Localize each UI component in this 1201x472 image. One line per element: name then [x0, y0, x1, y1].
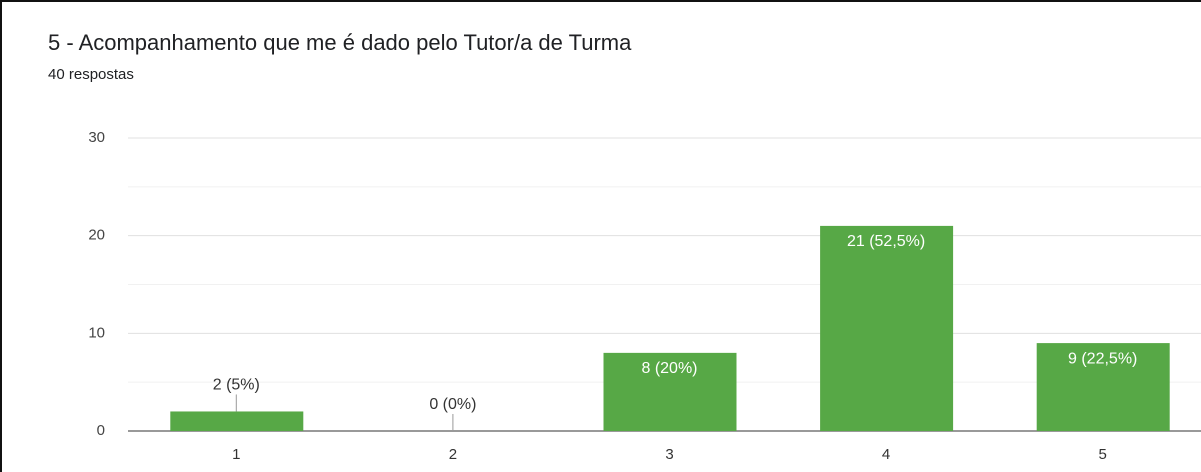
y-tick-label: 10 — [88, 324, 105, 341]
chart-subtitle: 40 respostas — [48, 66, 134, 83]
value-label: 21 (52,5%) — [847, 233, 925, 250]
x-tick-label: 5 — [1099, 446, 1107, 463]
value-label: 9 (22,5%) — [1068, 350, 1137, 367]
x-tick-label: 3 — [665, 446, 673, 463]
x-tick-label: 1 — [232, 446, 240, 463]
bar — [820, 225, 954, 431]
bar — [603, 352, 737, 431]
y-tick-label: 0 — [97, 422, 105, 439]
value-label: 2 (5%) — [213, 377, 260, 394]
y-tick-label: 30 — [88, 129, 105, 146]
y-tick-label: 20 — [88, 227, 105, 244]
chart-title: 5 - Acompanhamento que me é dado pelo Tu… — [48, 30, 632, 55]
bar — [170, 411, 304, 431]
x-tick-label: 4 — [882, 446, 890, 463]
x-tick-label: 2 — [449, 446, 457, 463]
value-label: 8 (20%) — [641, 360, 697, 377]
value-label: 0 (0%) — [429, 396, 476, 413]
bar — [1036, 343, 1170, 431]
